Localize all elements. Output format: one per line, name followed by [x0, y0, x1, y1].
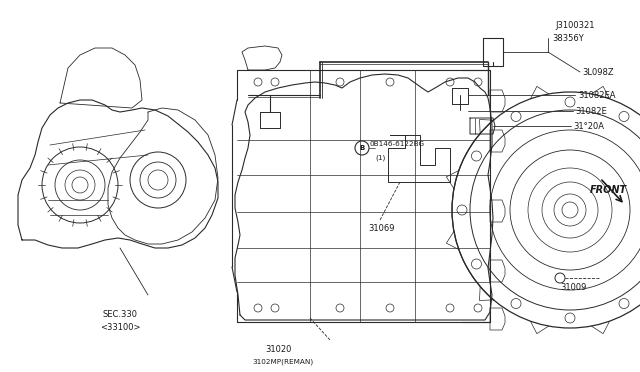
- Text: 3102MP(REMAN): 3102MP(REMAN): [252, 359, 313, 365]
- Text: FRONT: FRONT: [590, 185, 627, 195]
- Text: 31°20A: 31°20A: [573, 122, 604, 131]
- Text: 38356Y: 38356Y: [552, 33, 584, 42]
- Text: 31020: 31020: [265, 346, 291, 355]
- Text: 31009: 31009: [560, 283, 586, 292]
- Text: J3100321: J3100321: [555, 20, 595, 29]
- Text: 31069: 31069: [368, 224, 394, 232]
- Text: SEC.330: SEC.330: [102, 310, 138, 319]
- Text: 31082EA: 31082EA: [578, 90, 616, 99]
- Text: (1): (1): [375, 155, 385, 161]
- Text: 3L098Z: 3L098Z: [582, 67, 614, 77]
- Text: 31082E: 31082E: [575, 106, 607, 115]
- Text: B: B: [360, 145, 365, 151]
- Text: 0B146-6122BG: 0B146-6122BG: [370, 141, 425, 147]
- Text: <33100>: <33100>: [100, 323, 140, 332]
